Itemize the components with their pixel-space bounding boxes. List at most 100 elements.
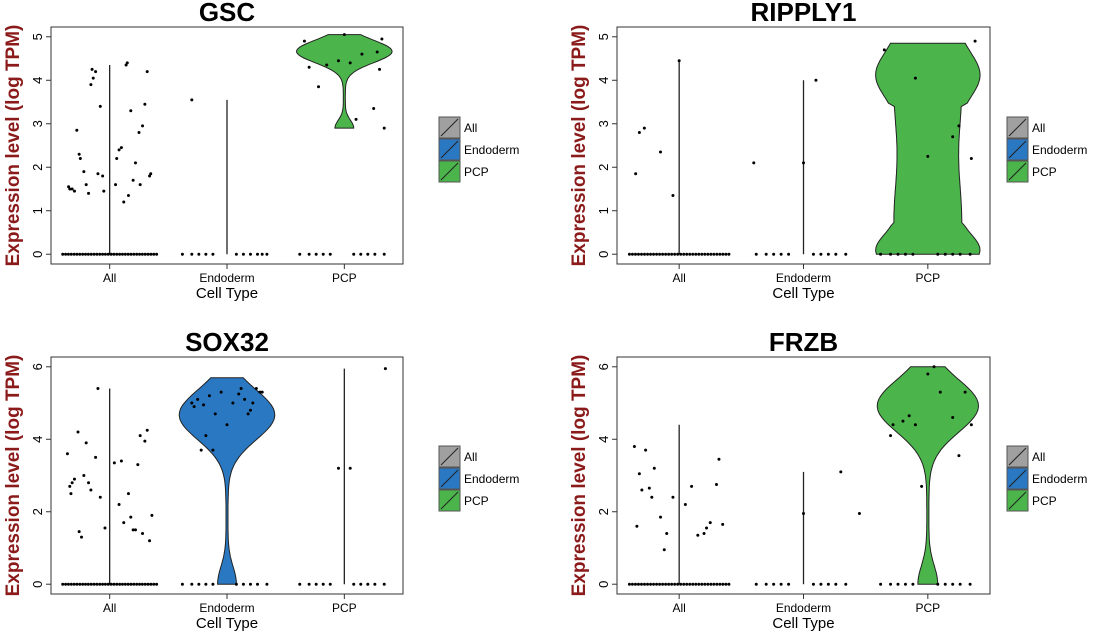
data-point: [636, 252, 640, 256]
data-point: [95, 252, 99, 256]
legend-label: PCP: [464, 494, 489, 508]
data-point: [627, 582, 631, 586]
data-point: [112, 252, 116, 256]
data-point: [152, 252, 156, 256]
data-point: [145, 428, 149, 432]
data-point: [834, 582, 838, 586]
data-point: [120, 252, 124, 256]
data-point: [115, 157, 119, 161]
data-point: [896, 252, 900, 256]
data-point: [89, 582, 93, 586]
data-point: [973, 39, 977, 43]
data-point: [81, 582, 85, 586]
data-point: [66, 252, 70, 256]
legend-label: PCP: [1032, 165, 1057, 179]
data-point: [844, 252, 848, 256]
data-point: [103, 582, 107, 586]
data-point: [670, 582, 674, 586]
y-axis-label: Expression level (log TPM): [3, 355, 24, 597]
data-point: [938, 390, 942, 394]
legend-key-slash: [1008, 447, 1027, 466]
data-point: [83, 252, 87, 256]
data-point: [359, 582, 363, 586]
data-point: [307, 582, 311, 586]
data-point: [92, 252, 96, 256]
data-point: [69, 492, 73, 496]
legend-key-slash: [1008, 140, 1027, 159]
x-axis-label: Cell Type: [772, 285, 834, 302]
data-point: [126, 194, 130, 198]
data-point: [135, 582, 139, 586]
legend-key-slash: [440, 162, 459, 181]
data-point: [336, 59, 340, 63]
data-point: [137, 130, 141, 134]
panel-title: GSC: [199, 0, 256, 27]
data-point: [366, 252, 370, 256]
data-point: [708, 521, 712, 525]
panel-ripply1: RIPPLY1 0 1 2 3 4 5 Expression level (log TPM) A…: [569, 0, 1087, 302]
panel-title: RIPPLY1: [751, 0, 857, 27]
data-point: [141, 531, 145, 535]
data-point: [64, 252, 68, 256]
x-tick-label: All: [672, 271, 685, 285]
data-point: [826, 252, 830, 256]
data-point: [697, 252, 701, 256]
data-point: [969, 157, 973, 161]
data-point: [901, 419, 905, 423]
x-axis-label: Cell Type: [772, 615, 834, 632]
data-point: [129, 109, 133, 113]
legend-label: All: [1032, 121, 1045, 135]
data-point: [86, 582, 90, 586]
data-point: [359, 252, 363, 256]
data-point: [155, 252, 159, 256]
data-point: [802, 512, 805, 516]
data-point: [96, 172, 100, 176]
data-point: [702, 531, 706, 535]
data-point: [694, 252, 698, 256]
y-tick-label: 0: [596, 251, 611, 258]
violin-pcp: [875, 42, 981, 255]
data-point: [664, 582, 668, 586]
data-point: [951, 416, 955, 420]
data-point: [197, 252, 201, 256]
data-point: [140, 582, 144, 586]
data-point: [787, 252, 791, 256]
data-point: [664, 252, 668, 256]
data-point: [754, 582, 758, 586]
y-tick-label: 1: [596, 207, 611, 214]
data-point: [133, 528, 137, 532]
data-point: [714, 483, 718, 487]
data-point: [234, 582, 238, 586]
data-point: [190, 401, 194, 405]
data-point: [721, 522, 725, 526]
data-point: [373, 252, 377, 256]
data-point: [903, 252, 907, 256]
data-point: [328, 252, 332, 256]
data-point: [61, 252, 65, 256]
legend-key-slash: [440, 140, 459, 159]
data-point: [839, 470, 843, 474]
data-point: [727, 252, 731, 256]
data-point: [706, 252, 710, 256]
data-point: [180, 582, 184, 586]
data-point: [943, 582, 947, 586]
data-point: [936, 582, 940, 586]
data-point: [943, 252, 947, 256]
data-point: [665, 531, 669, 535]
data-point: [667, 252, 671, 256]
data-point: [383, 367, 387, 371]
data-point: [317, 85, 321, 89]
data-point: [101, 174, 105, 178]
data-point: [256, 252, 260, 256]
data-point: [779, 252, 783, 256]
data-point: [109, 252, 113, 256]
data-point: [896, 582, 900, 586]
y-tick-label: 0: [30, 251, 45, 258]
data-point: [655, 582, 659, 586]
data-point: [764, 582, 768, 586]
data-point: [190, 582, 194, 586]
data-point: [685, 252, 689, 256]
data-point: [378, 67, 382, 71]
data-point: [258, 390, 262, 394]
data-point: [348, 466, 352, 470]
